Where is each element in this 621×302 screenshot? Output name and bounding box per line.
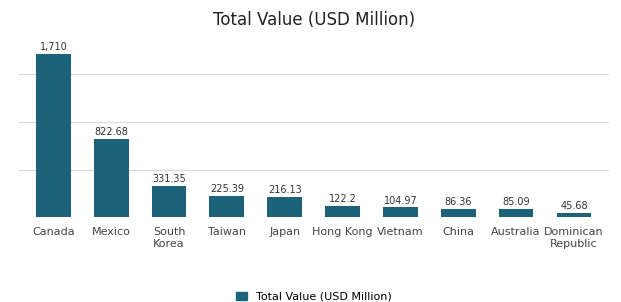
Bar xyxy=(441,209,476,217)
Text: 122.2: 122.2 xyxy=(329,194,356,204)
Text: 822.68: 822.68 xyxy=(94,127,128,137)
Bar xyxy=(209,196,244,217)
Bar xyxy=(383,207,418,217)
Text: 216.13: 216.13 xyxy=(268,185,302,195)
Text: 1,710: 1,710 xyxy=(40,43,67,53)
Text: 104.97: 104.97 xyxy=(384,195,417,206)
Text: 331.35: 331.35 xyxy=(152,174,186,184)
Text: 225.39: 225.39 xyxy=(210,184,244,194)
Title: Total Value (USD Million): Total Value (USD Million) xyxy=(212,11,415,29)
Bar xyxy=(152,186,186,217)
Text: 86.36: 86.36 xyxy=(445,197,472,207)
Bar xyxy=(94,139,129,217)
Text: 45.68: 45.68 xyxy=(560,201,587,211)
Bar xyxy=(556,213,591,217)
Bar xyxy=(267,197,302,217)
Bar xyxy=(325,206,360,217)
Legend: Total Value (USD Million): Total Value (USD Million) xyxy=(231,287,396,302)
Bar xyxy=(499,209,533,217)
Bar xyxy=(36,54,71,217)
Text: 85.09: 85.09 xyxy=(502,198,530,207)
